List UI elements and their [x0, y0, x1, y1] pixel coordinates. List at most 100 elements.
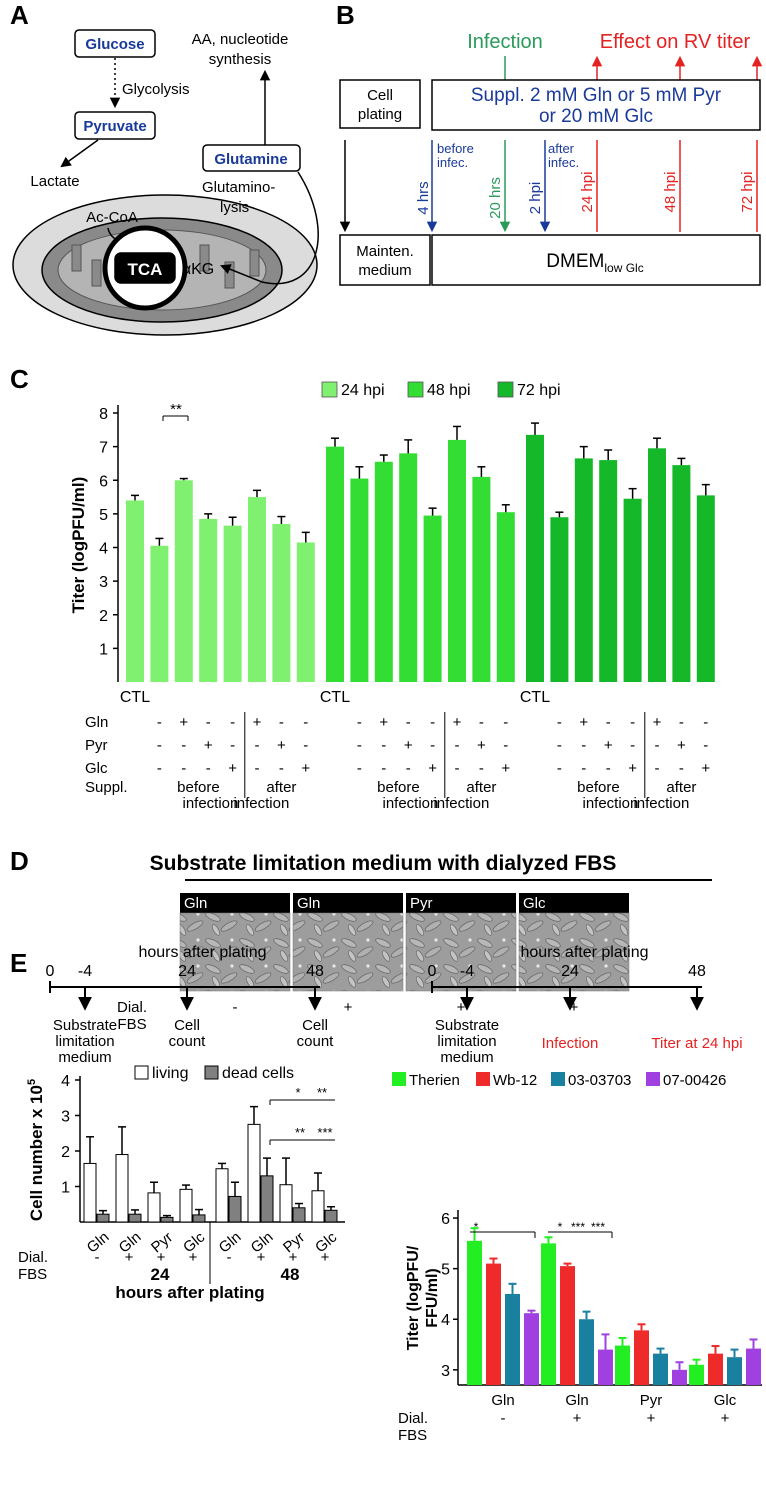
bar: [147, 1192, 161, 1223]
tca-box: [114, 252, 176, 284]
panel-label: A: [10, 0, 29, 30]
crista: [249, 249, 260, 277]
condition-sign: -: [703, 714, 708, 731]
condition-sign: +: [277, 737, 286, 754]
bar: [541, 1243, 556, 1385]
timeline-tick: 48: [688, 963, 706, 980]
condition-sign: -: [581, 737, 586, 754]
bar: [579, 1319, 594, 1385]
label: medium: [58, 1049, 111, 1066]
condition-sign: -: [655, 737, 660, 754]
condition-sign: -: [206, 714, 211, 731]
box: [431, 234, 761, 286]
micrograph: [405, 912, 517, 992]
node-box: [202, 144, 301, 172]
condition-sign: +: [453, 714, 462, 731]
legend-label: 24 hpi: [341, 382, 385, 399]
condition-sign: -: [503, 737, 508, 754]
bar: [689, 1364, 704, 1385]
label: medium: [440, 1049, 493, 1066]
y-axis-title: Titer (logPFU/ml): [69, 477, 88, 614]
condition-sign: +: [179, 714, 188, 731]
image-header: [180, 893, 290, 913]
label: count: [297, 1033, 335, 1050]
x-tick-label: Gln: [565, 1392, 588, 1409]
label: TCA: [128, 260, 163, 279]
image-header: [293, 893, 403, 913]
bar: [486, 1263, 501, 1385]
bar: [279, 1184, 293, 1223]
significance: *: [558, 1220, 563, 1234]
label: Cell: [302, 1017, 328, 1034]
group-label: 48: [281, 1265, 300, 1284]
y-tick-label: 6: [99, 473, 108, 490]
bar: [311, 1190, 325, 1223]
condition-sign: -: [557, 737, 562, 754]
legend-swatch: [204, 1065, 219, 1080]
row-label: Glc: [85, 760, 108, 777]
label: infection: [183, 795, 239, 812]
bar: [326, 446, 344, 682]
legend-label: living: [152, 1065, 188, 1082]
y-tick-label: 2: [61, 1144, 70, 1161]
y-axis-title: Titer (logPFU/: [405, 1245, 422, 1350]
bar: [634, 1330, 649, 1385]
timeline-tick: -4: [460, 963, 474, 980]
significance: **: [295, 1125, 305, 1140]
condition-sign: -: [206, 760, 211, 777]
y-tick-label: 3: [61, 1109, 70, 1126]
condition-sign: -: [381, 760, 386, 777]
bar: [505, 1293, 520, 1385]
condition-sign: -: [279, 714, 284, 731]
legend-label: dead cells: [222, 1065, 294, 1082]
condition-sign: +: [125, 1249, 134, 1266]
label: Effect on RV titer: [600, 31, 751, 53]
x-axis-title: hours after plating: [115, 1283, 264, 1302]
image-label: Gln: [297, 895, 320, 912]
bar: [467, 1240, 482, 1385]
timeline-tick: 0: [428, 963, 437, 980]
condition-sign: +: [289, 1249, 298, 1266]
label: before: [577, 779, 620, 796]
image-label: Pyr: [410, 895, 433, 912]
bar: [292, 1207, 306, 1223]
label: before: [377, 779, 420, 796]
time-label: 24 hpi: [579, 172, 596, 213]
condition-sign: +: [257, 1249, 266, 1266]
medium-subscript: low Glc: [604, 261, 643, 275]
bar: [672, 465, 691, 682]
condition-sign: -: [430, 737, 435, 754]
bar: [399, 453, 418, 682]
timeline-title: hours after plating: [138, 944, 266, 961]
panel-label: D: [10, 846, 29, 876]
condition-sign: +: [404, 737, 413, 754]
label: after: [266, 779, 296, 796]
label: Dial.: [18, 1249, 48, 1266]
condition-sign: -: [95, 1249, 100, 1266]
timeline-tick: -4: [78, 963, 92, 980]
label: Substrate: [435, 1017, 499, 1034]
bar: [574, 458, 593, 682]
label: Mainten.: [356, 243, 414, 260]
legend-label: Wb-12: [493, 1072, 537, 1089]
micrograph: [518, 912, 630, 992]
image-label: Glc: [523, 895, 546, 912]
significance: ***: [317, 1125, 332, 1140]
condition-sign: -: [227, 1249, 232, 1266]
panel-label: B: [336, 0, 355, 30]
bar: [472, 476, 491, 682]
label: infec.: [437, 155, 468, 170]
condition-sign: -: [455, 737, 460, 754]
bar: [708, 1353, 723, 1385]
y-axis-title: FFU/ml): [424, 1268, 441, 1328]
bar: [623, 498, 642, 682]
condition-sign: +: [428, 760, 437, 777]
label: FBS: [117, 1016, 146, 1033]
label: medium: [358, 262, 411, 279]
condition-sign: -: [230, 737, 235, 754]
bar: [374, 461, 393, 682]
bar: [248, 497, 266, 682]
timeline-tick: 24: [178, 963, 196, 980]
label: FBS: [398, 1427, 427, 1444]
